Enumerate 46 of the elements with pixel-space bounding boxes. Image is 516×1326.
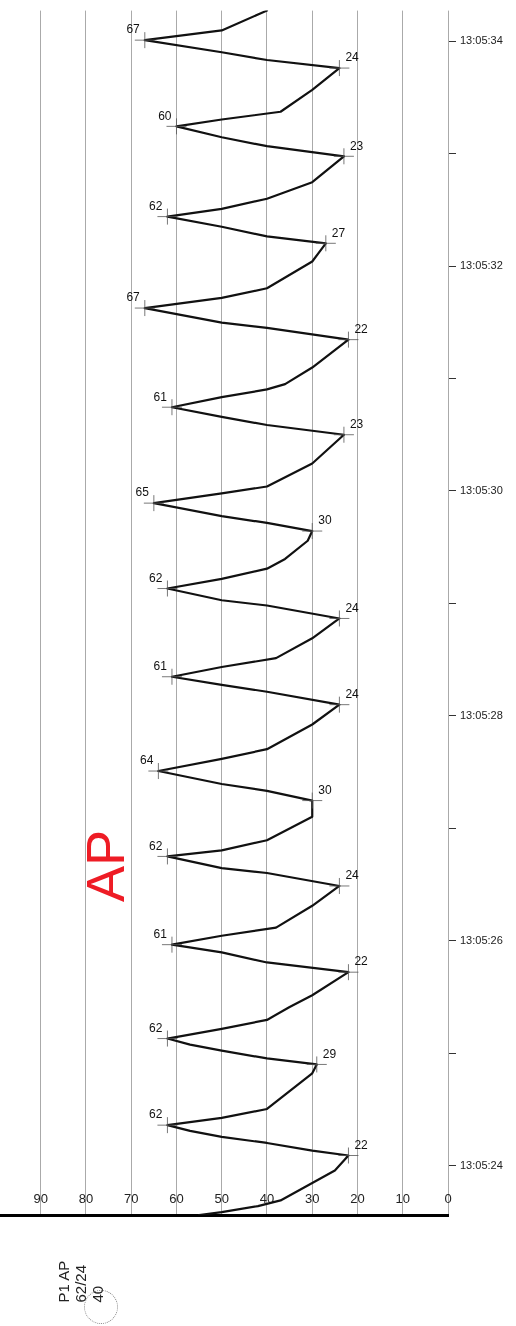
text: 40: [88, 1284, 106, 1303]
x-tick-label: 30: [305, 1190, 320, 1206]
annotation: 65: [135, 485, 150, 500]
x-tick-label: 90: [33, 1190, 48, 1206]
annotation: 61: [153, 389, 168, 404]
annotation: 24: [345, 686, 360, 701]
x-tick-label: 70: [124, 1190, 139, 1206]
annotation: 22: [354, 1137, 369, 1152]
annotation: 67: [126, 22, 141, 37]
x-tick-label: 40: [259, 1190, 275, 1206]
annotation: 62: [149, 838, 163, 853]
annotation: 22: [354, 321, 369, 336]
x-tick-label: 10: [395, 1190, 410, 1206]
annotation: 30: [318, 782, 332, 797]
x-tick-label: 60: [169, 1190, 184, 1206]
annotation: 62: [149, 1107, 163, 1122]
annotation: 60: [158, 108, 172, 123]
annotation: 24: [345, 50, 360, 65]
x-tick-label: 0: [444, 1190, 452, 1206]
y-tick-label: 13:05:28: [460, 709, 503, 722]
annotation: 29: [322, 1046, 337, 1061]
annotation: 23: [349, 417, 364, 432]
x-tick-label: 20: [350, 1190, 365, 1206]
annotation: 61: [153, 659, 168, 674]
annotation: 30: [318, 513, 332, 528]
y-tick-label: 13:05:34: [460, 34, 503, 47]
annotation: 62: [149, 198, 163, 213]
y-tick-label: 13:05:32: [460, 259, 503, 272]
annotation: 62: [149, 570, 163, 585]
text: 62/24: [71, 1263, 89, 1303]
annotation: 22: [354, 954, 369, 969]
annotation: 23: [349, 138, 364, 153]
annotation: 27: [331, 225, 346, 240]
annotation: 61: [153, 926, 168, 941]
annotation: 24: [345, 600, 360, 615]
annotation: 67: [126, 290, 141, 305]
annotation: 64: [140, 753, 154, 768]
y-tick-label: 13:05:30: [460, 484, 503, 497]
annotation: 62: [149, 1020, 163, 1035]
y-tick-label: 13:05:26: [460, 933, 503, 946]
y-tick-label: 13:05:24: [460, 1158, 503, 1171]
x-tick-label: 50: [214, 1190, 229, 1206]
text: P1 AP: [54, 1259, 72, 1303]
annotation: AP: [75, 829, 135, 905]
x-tick-label: 80: [78, 1190, 94, 1206]
annotation: 24: [345, 868, 360, 883]
